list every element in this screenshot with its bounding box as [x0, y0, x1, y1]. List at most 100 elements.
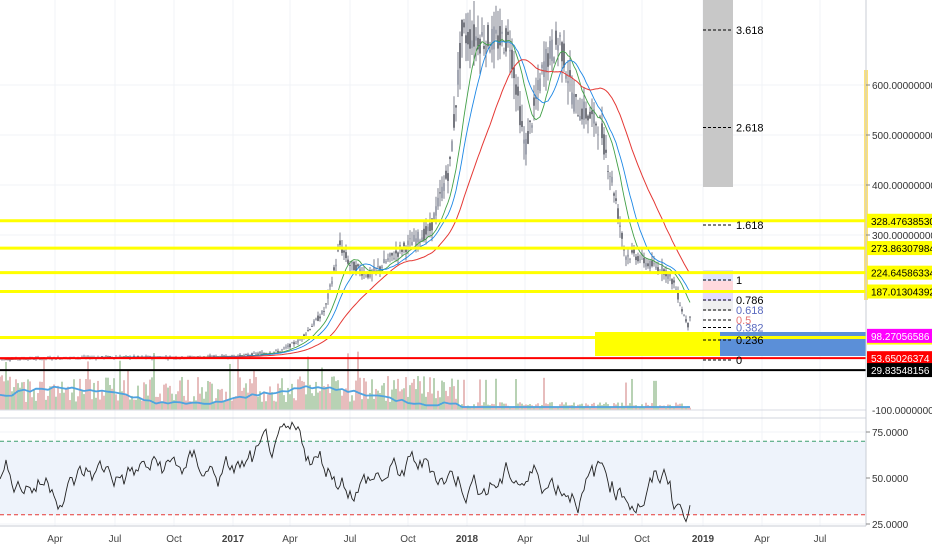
volume-bar	[451, 378, 453, 410]
volume-bar	[233, 398, 235, 410]
candle-body	[459, 43, 461, 69]
candle-body	[447, 173, 449, 181]
time-axis-label-6: Oct	[400, 534, 416, 545]
volume-bar	[103, 395, 105, 410]
volume-bar	[185, 400, 187, 410]
candle-body	[429, 223, 431, 232]
volume-bar	[55, 396, 57, 410]
price-tag-0: 328.47638530	[871, 217, 932, 228]
candle-body	[9, 359, 11, 361]
volume-bar	[217, 389, 219, 410]
volume-bar	[151, 377, 153, 410]
volume-bar	[689, 407, 691, 410]
volume-bar	[0, 376, 1, 410]
volume-bar	[353, 400, 355, 410]
candle-body	[243, 354, 245, 356]
volume-bar	[283, 395, 285, 410]
volume-bar	[437, 390, 439, 410]
candle-body	[605, 149, 607, 153]
candle-body	[387, 258, 389, 261]
candle-body	[353, 261, 355, 271]
volume-bar	[289, 394, 291, 410]
volume-bar	[369, 392, 371, 410]
volume-bar	[117, 400, 119, 410]
candle-body	[501, 31, 503, 34]
candle-body	[679, 304, 681, 306]
candle-body	[549, 40, 551, 59]
fib-label-6: 0.5	[736, 315, 751, 327]
volume-bar	[229, 363, 231, 410]
candle-body	[645, 262, 647, 267]
volume-bar	[685, 407, 687, 410]
price-candles-layer	[0, 0, 691, 362]
candle-body	[667, 272, 669, 279]
candle-body	[689, 316, 691, 318]
volume-bar	[653, 380, 655, 410]
volume-bar	[17, 383, 19, 410]
candle-body	[303, 334, 305, 338]
candle-body	[435, 206, 437, 216]
volume-bar	[291, 383, 293, 410]
volume-bar	[87, 361, 89, 410]
candle-body	[683, 315, 685, 317]
candle-body	[581, 108, 583, 120]
volume-bar	[187, 379, 189, 410]
candle-body	[477, 37, 479, 50]
volume-bar	[239, 377, 241, 410]
candle-body	[339, 240, 341, 245]
candle-body	[493, 26, 495, 50]
volume-bar	[163, 384, 165, 410]
candle-body	[275, 350, 277, 351]
price-tag-6: 29.83548156	[871, 366, 930, 377]
candle-body	[401, 249, 403, 252]
volume-bar	[235, 396, 237, 410]
volume-bar	[113, 378, 115, 410]
volume-bar	[241, 390, 243, 410]
volume-bar	[427, 392, 429, 410]
candle-body	[479, 38, 481, 54]
candle-body	[449, 156, 451, 160]
candle-body	[409, 238, 411, 240]
volume-bar	[445, 390, 447, 410]
volume-bar	[21, 382, 23, 410]
candle-body	[351, 261, 353, 264]
candle-body	[661, 264, 663, 273]
candle-body	[287, 345, 289, 347]
volume-bar	[89, 379, 91, 410]
candle-body	[527, 131, 529, 144]
candle-body	[423, 228, 425, 241]
candle-body	[569, 70, 571, 77]
volume-bar	[411, 382, 413, 410]
candle-body	[123, 356, 125, 358]
volume-bar	[393, 380, 395, 410]
volume-bar	[509, 407, 511, 410]
volume-bar	[259, 391, 261, 410]
candle-body	[519, 106, 521, 126]
candle-body	[245, 353, 247, 355]
volume-bar	[115, 394, 117, 410]
candle-body	[383, 258, 385, 264]
candle-body	[323, 311, 325, 312]
volume-bar	[555, 406, 557, 410]
price-tag-bg-3	[867, 284, 932, 299]
candle-body	[539, 78, 541, 91]
candle-body	[127, 356, 129, 358]
volume-bar	[609, 406, 611, 410]
volume-bar	[255, 377, 257, 410]
candle-body	[653, 263, 655, 265]
volume-bar	[373, 398, 375, 410]
fib-label-5: 0.618	[736, 305, 764, 317]
volume-bar	[59, 393, 61, 410]
candle-body	[475, 36, 477, 41]
volume-bar	[337, 380, 339, 410]
rsi-band-fill	[0, 441, 866, 515]
volume-bar	[413, 379, 415, 410]
volume-bar	[231, 400, 233, 410]
volume-bar	[355, 380, 357, 410]
volume-bar	[435, 398, 437, 410]
candle-body	[655, 266, 657, 269]
candle-body	[197, 356, 199, 358]
candle-body	[327, 293, 329, 299]
